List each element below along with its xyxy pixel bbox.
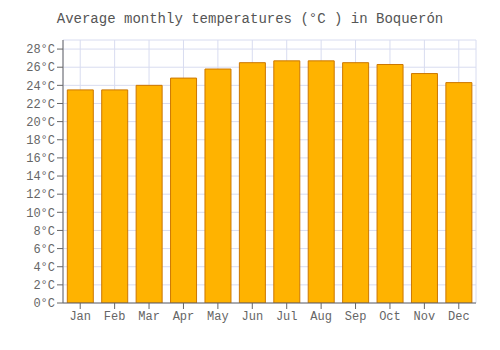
svg-text:Nov: Nov bbox=[414, 310, 436, 324]
svg-text:Jan: Jan bbox=[69, 310, 91, 324]
svg-text:0°C: 0°C bbox=[33, 297, 55, 311]
svg-text:4°C: 4°C bbox=[33, 261, 55, 275]
svg-text:14°C: 14°C bbox=[26, 170, 55, 184]
svg-text:22°C: 22°C bbox=[26, 98, 55, 112]
svg-text:28°C: 28°C bbox=[26, 43, 55, 57]
svg-text:Jul: Jul bbox=[276, 310, 298, 324]
svg-text:Feb: Feb bbox=[104, 310, 126, 324]
svg-text:Aug: Aug bbox=[310, 310, 332, 324]
svg-text:16°C: 16°C bbox=[26, 152, 55, 166]
svg-text:6°C: 6°C bbox=[33, 243, 55, 257]
svg-text:24°C: 24°C bbox=[26, 80, 55, 94]
svg-text:18°C: 18°C bbox=[26, 134, 55, 148]
svg-text:10°C: 10°C bbox=[26, 207, 55, 221]
svg-text:8°C: 8°C bbox=[33, 225, 55, 239]
svg-text:Apr: Apr bbox=[173, 310, 195, 324]
svg-text:Mar: Mar bbox=[138, 310, 160, 324]
svg-text:26°C: 26°C bbox=[26, 61, 55, 75]
html-text:Average monthly temperatures (: Average monthly temperatures (°C ) in Bo… bbox=[56, 11, 444, 27]
svg-text:20°C: 20°C bbox=[26, 116, 55, 130]
svg-text:Oct: Oct bbox=[379, 310, 401, 324]
svg-text:Sep: Sep bbox=[345, 310, 367, 324]
svg-text:Jun: Jun bbox=[241, 310, 263, 324]
svg-text:May: May bbox=[207, 310, 229, 324]
svg-text:12°C: 12°C bbox=[26, 188, 55, 202]
svg-text:2°C: 2°C bbox=[33, 279, 55, 293]
svg-text:Dec: Dec bbox=[448, 310, 470, 324]
